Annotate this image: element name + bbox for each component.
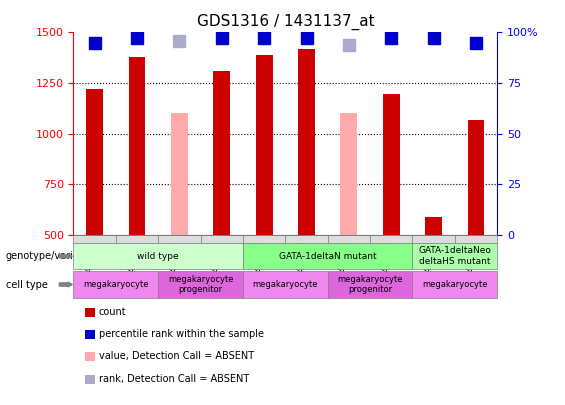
Text: count: count	[99, 307, 127, 317]
Text: percentile rank within the sample: percentile rank within the sample	[99, 329, 264, 339]
Bar	[425, 217, 442, 235]
Text: rank, Detection Call = ABSENT: rank, Detection Call = ABSENT	[99, 374, 249, 384]
Text: cell type: cell type	[6, 279, 47, 290]
Text: GATA-1deltaNeo
deltaHS mutant: GATA-1deltaNeo deltaHS mutant	[419, 247, 491, 266]
Bar	[383, 94, 399, 235]
Text: megakaryocyte: megakaryocyte	[422, 280, 488, 289]
Text: megakaryocyte
progenitor: megakaryocyte progenitor	[168, 275, 233, 294]
Bar	[171, 113, 188, 235]
Bar	[340, 113, 358, 235]
Title: GDS1316 / 1431137_at: GDS1316 / 1431137_at	[197, 13, 374, 30]
Text: megakaryocyte: megakaryocyte	[253, 280, 318, 289]
Bar	[298, 49, 315, 235]
Text: wild type: wild type	[137, 252, 179, 261]
Bar	[468, 121, 485, 235]
Text: GATA-1deltaN mutant: GATA-1deltaN mutant	[279, 252, 376, 261]
Bar	[128, 57, 145, 235]
Text: value, Detection Call = ABSENT: value, Detection Call = ABSENT	[99, 352, 254, 361]
Text: megakaryocyte
progenitor: megakaryocyte progenitor	[337, 275, 403, 294]
Bar	[255, 55, 273, 235]
Text: genotype/variation: genotype/variation	[6, 251, 98, 261]
Bar	[86, 89, 103, 235]
Text: megakaryocyte: megakaryocyte	[83, 280, 149, 289]
Bar	[214, 71, 231, 235]
